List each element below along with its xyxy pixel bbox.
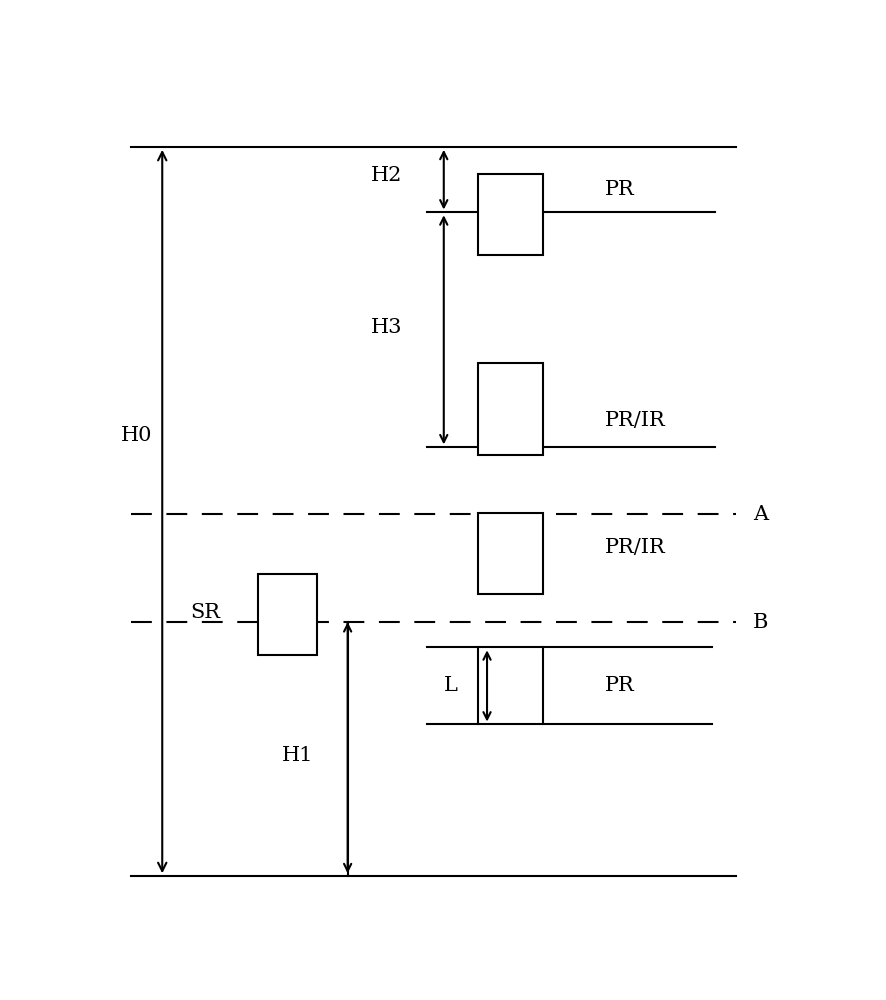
Bar [259,574,317,655]
Text: PR: PR [605,180,635,199]
Bar [478,174,543,255]
Text: H3: H3 [371,318,402,337]
Text: H0: H0 [121,426,152,445]
Text: H2: H2 [371,166,402,185]
Text: A: A [753,505,768,524]
Text: PR: PR [605,676,635,695]
Text: PR/IR: PR/IR [605,411,666,430]
Text: L: L [444,676,457,695]
Text: H1: H1 [282,746,314,765]
Text: PR/IR: PR/IR [605,538,666,557]
Text: SR: SR [190,603,221,622]
Bar [478,513,543,594]
Text: B: B [753,613,768,632]
Bar [478,363,543,455]
